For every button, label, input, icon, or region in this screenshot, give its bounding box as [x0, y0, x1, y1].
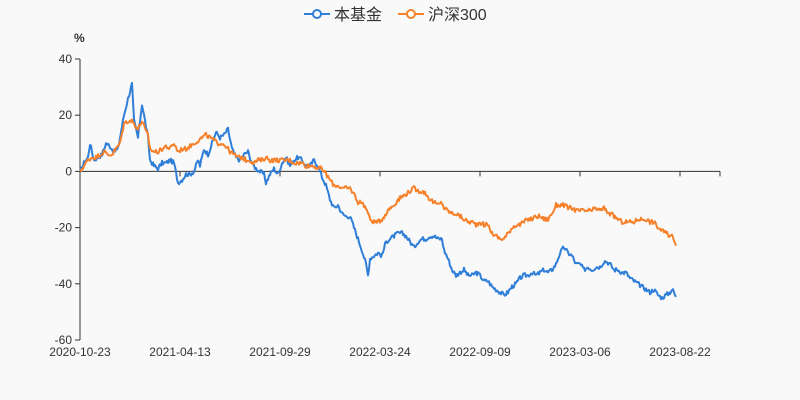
y-axis-unit-label: % [74, 31, 85, 45]
x-tick-label: 2021-09-29 [249, 345, 311, 359]
x-tick-label: 2023-08-22 [649, 345, 711, 359]
legend-marker-fund [312, 9, 322, 19]
legend-marker-csi300 [406, 9, 416, 19]
y-tick-label: 40 [59, 52, 73, 66]
y-tick-label: -20 [55, 221, 73, 235]
x-tick-label: 2020-10-23 [49, 345, 111, 359]
y-axis-ticks: 40 20 0 -20 -40 -60 [55, 52, 80, 347]
x-tick-label: 2023-03-06 [549, 345, 611, 359]
x-axis-ticks: 2020-10-23 2021-04-13 2021-09-29 2022-03-24… [49, 171, 721, 359]
legend-label-csi300: 沪深300 [428, 6, 487, 24]
legend-item-fund[interactable]: 本基金 [304, 6, 382, 24]
x-tick-label: 2022-09-09 [449, 345, 511, 359]
series-line-fund [79, 81, 677, 301]
y-tick-label: 0 [65, 164, 72, 178]
y-tick-label: -40 [55, 277, 73, 291]
legend[interactable]: 本基金 沪深300 [304, 6, 487, 24]
x-tick-label: 2021-04-13 [149, 345, 211, 359]
series-line-csi300 [79, 118, 677, 247]
x-tick-label: 2022-03-24 [349, 345, 411, 359]
y-tick-label: 20 [59, 108, 73, 122]
legend-label-fund: 本基金 [334, 6, 382, 24]
legend-item-csi300[interactable]: 沪深300 [398, 6, 487, 24]
y-tick-label: -60 [55, 333, 73, 347]
